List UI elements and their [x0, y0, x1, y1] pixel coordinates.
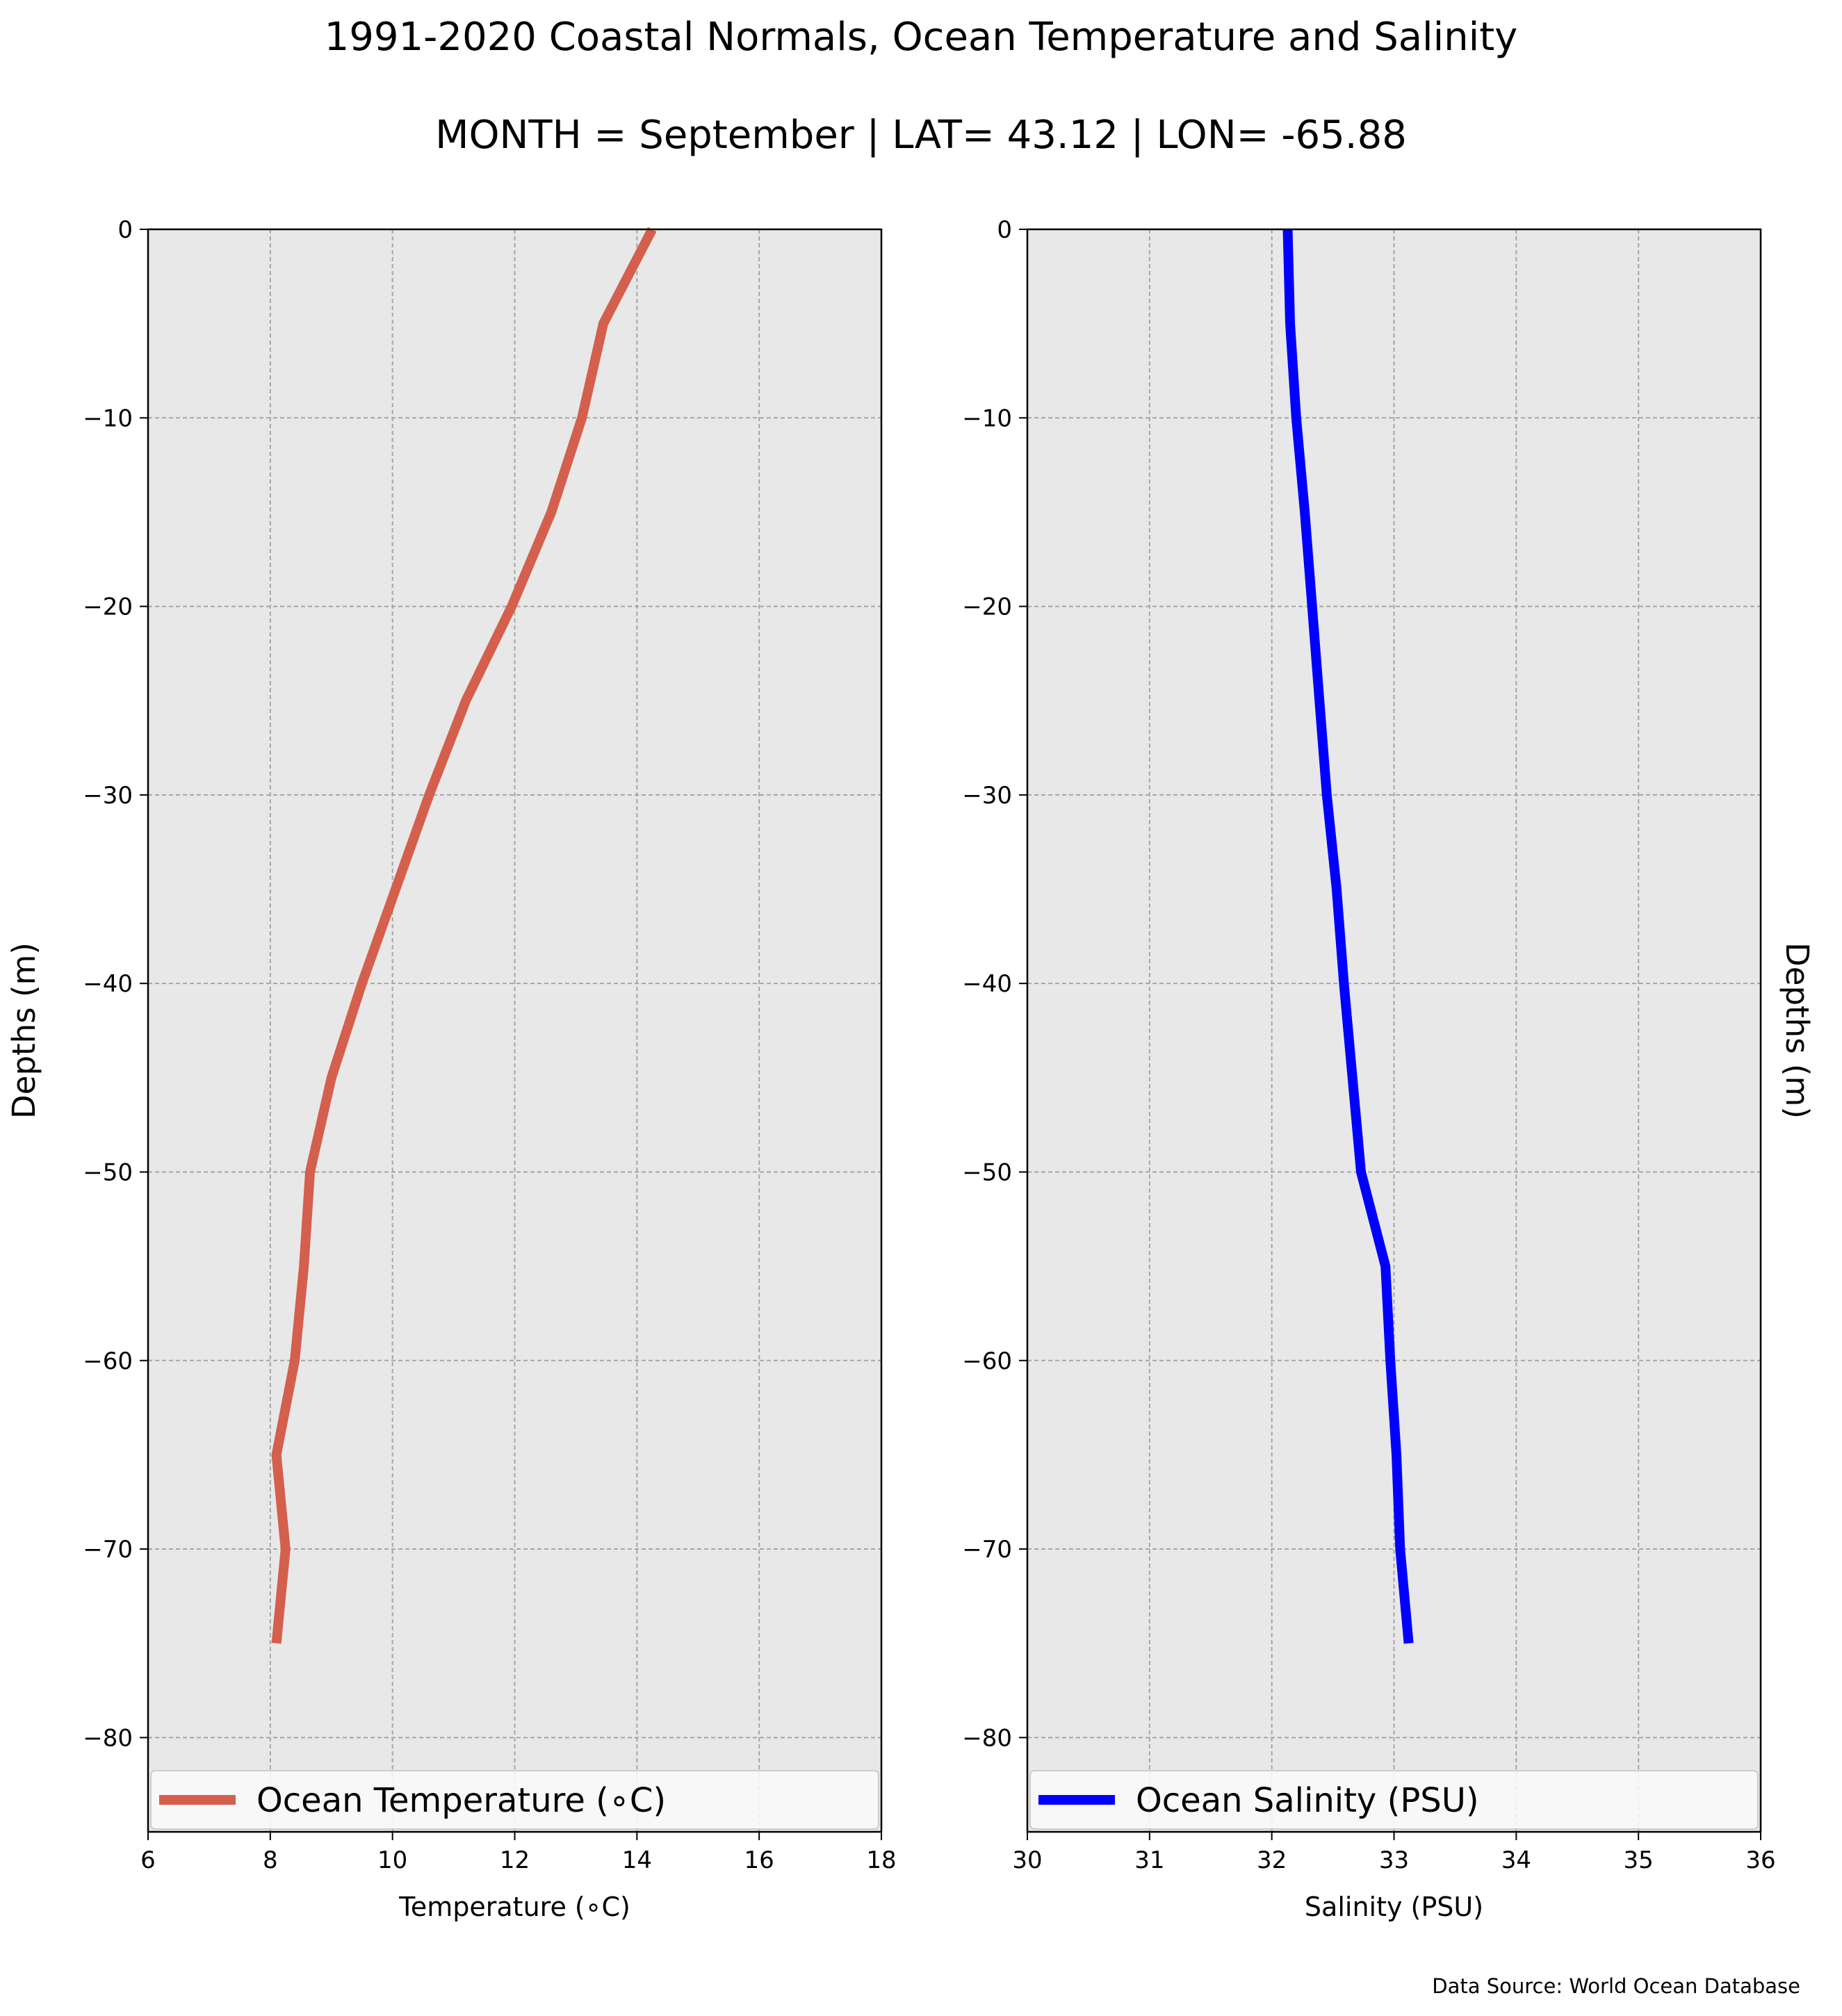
y-tick-label: −70 — [962, 1536, 1012, 1564]
legend-box — [1029, 1770, 1759, 1830]
series-line — [271, 227, 657, 1644]
y-tick-label: −50 — [962, 1158, 1012, 1186]
data-source-note: Data Source: World Ocean Database — [1432, 1974, 1800, 1998]
y-tick-label: −80 — [962, 1724, 1012, 1752]
x-tick-label: 14 — [622, 1846, 652, 1874]
x-tick-label: 35 — [1624, 1846, 1654, 1874]
legend-entry: Ocean Temperature (∘C) — [256, 1781, 666, 1820]
y-tick-label: −30 — [962, 782, 1012, 810]
x-tick-label: 32 — [1257, 1846, 1287, 1874]
x-tick-label: 18 — [866, 1846, 896, 1874]
panel-1: Ocean Temperature (∘C) 6 8 10 12 14 16 18 0 −10 −2… — [6, 216, 897, 1922]
series-line — [1282, 229, 1414, 1644]
y-tick-label: −50 — [83, 1158, 133, 1186]
x-tick-label: 12 — [500, 1846, 530, 1874]
y-tick-label: −10 — [83, 404, 133, 432]
x-tick-label: 30 — [1012, 1846, 1042, 1874]
y-tick-label: −40 — [962, 970, 1012, 998]
chart-subtitle: MONTH = September | LAT= 43.12 | LON= -6… — [435, 113, 1407, 158]
y-tick-label: −60 — [962, 1347, 1012, 1375]
y-tick-label: −70 — [83, 1536, 133, 1564]
panel-2: Ocean Salinity (PSU) 30 31 32 33 34 35 36 0 −10 −2… — [962, 216, 1816, 1922]
x-tick-label: 36 — [1745, 1846, 1775, 1874]
x-axis-label: Salinity (PSU) — [1305, 1892, 1483, 1922]
x-tick-label: 10 — [377, 1846, 407, 1874]
y-tick-label: −10 — [962, 404, 1012, 432]
legend-box — [150, 1770, 879, 1830]
y-tick-label: −40 — [83, 970, 133, 998]
x-axis-label: Temperature (∘C) — [398, 1892, 630, 1922]
x-tick-label: 8 — [263, 1846, 278, 1874]
y-tick-label: 0 — [997, 216, 1012, 244]
legend-entry: Ocean Salinity (PSU) — [1136, 1781, 1479, 1820]
chart-title: 1991-2020 Coastal Normals, Ocean Tempera… — [325, 15, 1518, 60]
y-tick-label: −80 — [83, 1724, 133, 1752]
x-tick-label: 6 — [140, 1846, 156, 1874]
y-tick-label: −20 — [962, 593, 1012, 621]
x-tick-label: 16 — [744, 1846, 774, 1874]
y-tick-label: 0 — [117, 216, 133, 244]
y-tick-label: −20 — [83, 593, 133, 621]
x-tick-label: 31 — [1134, 1846, 1164, 1874]
y-axis-label-right: Depths (m) — [1779, 942, 1816, 1119]
y-axis-label: Depths (m) — [6, 942, 42, 1119]
y-tick-label: −30 — [83, 782, 133, 810]
x-tick-label: 33 — [1379, 1846, 1409, 1874]
y-tick-label: −60 — [83, 1347, 133, 1375]
x-tick-label: 34 — [1501, 1846, 1531, 1874]
